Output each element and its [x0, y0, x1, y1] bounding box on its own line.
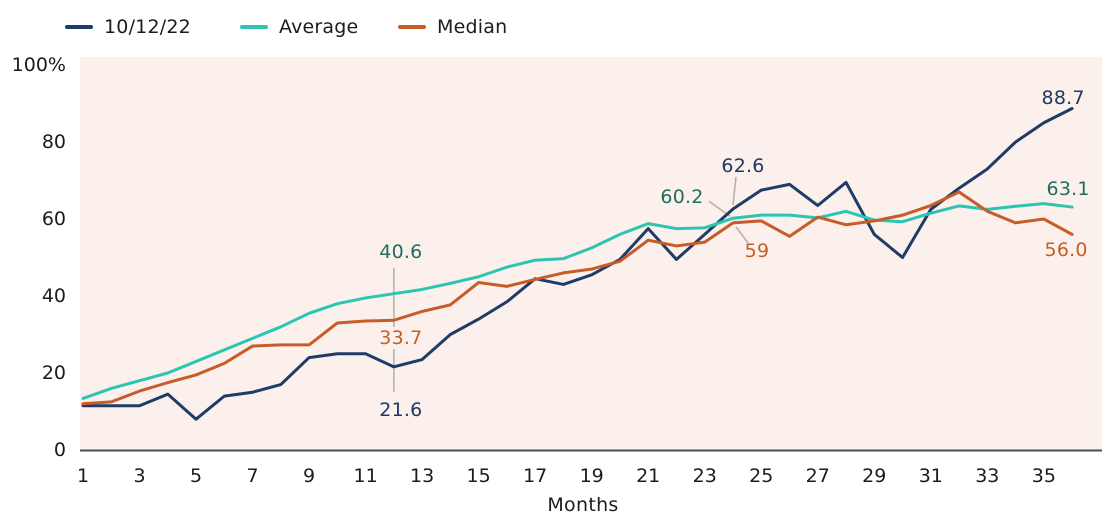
x-axis-title: Months: [547, 494, 619, 516]
annotation-leader-line: [732, 176, 737, 206]
x-axis-tick-label: 21: [636, 465, 661, 487]
x-axis-tick-label: 11: [353, 465, 378, 487]
legend-swatch-median: [398, 25, 426, 29]
x-axis-tick-label: 27: [805, 465, 830, 487]
x-axis-tick-label: 25: [749, 465, 774, 487]
annotation-label: 63.1: [1046, 178, 1090, 201]
annotation-label: 88.7: [1041, 86, 1085, 109]
plot-background: [80, 57, 1102, 451]
legend-label: Median: [437, 16, 508, 38]
x-axis-tick-label: 17: [523, 465, 548, 487]
y-axis-tick-label: 80: [41, 131, 66, 153]
legend-item-average: Average: [240, 14, 358, 40]
x-axis-tick-label: 13: [410, 465, 435, 487]
x-axis-tick-label: 15: [466, 465, 491, 487]
x-axis-tick-label: 33: [975, 465, 1000, 487]
series-line-average: [81, 202, 1074, 400]
annotation-label: 59: [744, 239, 770, 262]
x-axis-tick-label: 1: [76, 465, 90, 487]
legend-item-10-12-22: 10/12/22: [65, 14, 191, 40]
x-axis-tick-label: 19: [579, 465, 604, 487]
x-axis-tick-label: 3: [133, 465, 146, 487]
annotation-label: 33.7: [376, 327, 426, 350]
y-axis-tick-label: 100%: [11, 54, 66, 76]
annotation-label: 62.6: [721, 154, 765, 177]
annotation-label: 21.6: [379, 398, 423, 421]
annotation-leader-line: [735, 226, 749, 244]
x-axis-tick-label: 31: [918, 465, 943, 487]
y-axis-tick-label: 60: [41, 208, 66, 230]
legend-label: Average: [279, 16, 359, 38]
series-line-median: [81, 190, 1074, 406]
y-axis-tick-label: 20: [41, 362, 66, 384]
series-line-10-12-22: [81, 107, 1074, 421]
legend-label: 10/12/22: [104, 16, 191, 38]
y-axis-tick-label: 0: [53, 439, 66, 461]
annotation-label: 56.0: [1044, 239, 1088, 262]
x-axis-tick-label: 5: [189, 465, 203, 487]
legend-item-median: Median: [398, 14, 507, 40]
annotation-label: 40.6: [379, 240, 423, 263]
legend: 10/12/22 Average Median: [0, 14, 1102, 40]
x-axis-tick-label: 23: [692, 465, 717, 487]
x-axis-tick-label: 9: [303, 465, 316, 487]
legend-swatch-10-12-22: [65, 25, 93, 29]
x-axis-tick-label: 7: [246, 465, 259, 487]
x-axis-tick-label: 35: [1031, 465, 1056, 487]
annotation-label: 60.2: [660, 186, 704, 209]
x-axis-tick-label: 29: [862, 465, 887, 487]
legend-swatch-average: [240, 25, 268, 29]
y-axis-tick-label: 40: [41, 285, 66, 307]
